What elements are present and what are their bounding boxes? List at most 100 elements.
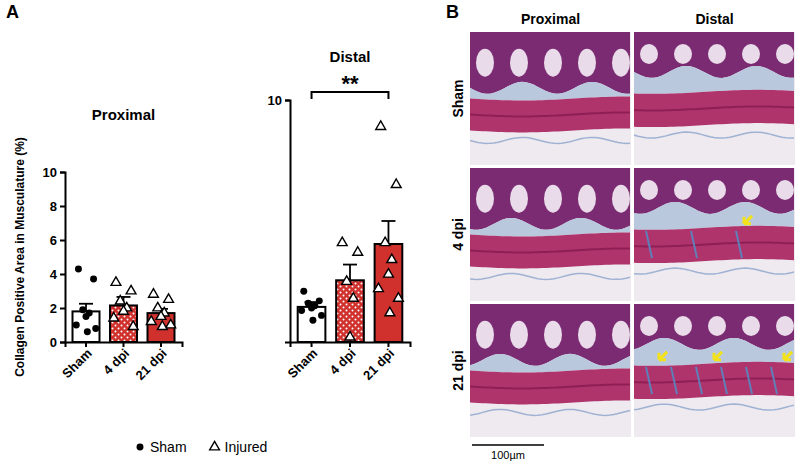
tick-label: 21 dpi [360, 346, 397, 383]
crypt [776, 44, 794, 64]
chart-title: Proximal [92, 106, 155, 123]
serosa [634, 404, 794, 410]
legend-label: Injured [225, 439, 268, 455]
tick: 10 [43, 165, 65, 180]
data-point [318, 312, 325, 319]
collagen [746, 367, 752, 394]
data-point [298, 307, 305, 314]
scale-bar [472, 444, 544, 446]
crypt [742, 180, 760, 200]
arrow [744, 216, 752, 224]
arrow [784, 352, 792, 360]
collagen [696, 367, 702, 394]
tick: 4 [50, 267, 65, 282]
serosa [470, 137, 630, 143]
row-label: 21 dpi [450, 350, 466, 390]
data-point [73, 322, 80, 329]
panel-label: A [6, 2, 19, 22]
bar [336, 280, 364, 342]
tick-label: 4 [50, 267, 58, 282]
data-point [79, 306, 86, 313]
tick-label: Sham [59, 346, 95, 382]
data-point [374, 283, 384, 292]
connective-tissue [634, 338, 794, 366]
chart-title: Distal [330, 48, 371, 65]
crypt [578, 49, 596, 77]
tick-label: 4 dpi [100, 346, 132, 378]
crypt [776, 180, 794, 200]
tick-mark [285, 100, 290, 102]
data-point [157, 321, 167, 330]
image-background [470, 32, 631, 165]
image-background [634, 168, 795, 301]
serosa [634, 132, 794, 138]
arrow [714, 352, 722, 360]
data-point [128, 321, 138, 330]
data-point [376, 121, 386, 130]
crypt [612, 321, 630, 349]
tick: 2 [50, 301, 65, 316]
significance-label: ** [341, 71, 359, 96]
bar [73, 311, 100, 342]
micrograph [634, 32, 795, 165]
tick: 21 dpi [133, 342, 170, 383]
crypt [640, 180, 658, 200]
tick-mark [387, 342, 389, 347]
tick-mark [60, 342, 65, 344]
legend-symbol [210, 441, 220, 450]
muscle-fiber [634, 106, 794, 110]
tick-label: 21 dpi [133, 346, 170, 383]
collagen [646, 231, 652, 258]
data-point [164, 294, 174, 303]
crypt [476, 49, 494, 77]
data-point [92, 325, 99, 332]
data-point [380, 237, 390, 246]
serosa [470, 273, 630, 279]
tick: 8 [50, 199, 65, 214]
data-point [348, 293, 358, 302]
muscle-layer [470, 97, 630, 133]
collagen [771, 367, 777, 394]
tick-mark [311, 342, 313, 347]
bar [298, 307, 326, 342]
data-point [309, 317, 316, 324]
tick-mark [349, 342, 351, 347]
crypt [640, 44, 658, 64]
data-point [387, 254, 397, 263]
error-cap [343, 264, 357, 266]
muscle-layer [634, 362, 794, 399]
crypt [708, 316, 726, 336]
micrograph [470, 304, 631, 437]
crypt [510, 49, 528, 77]
panel-label: B [446, 2, 459, 22]
axis-line [285, 101, 291, 343]
crypt [544, 49, 562, 77]
connective-tissue [634, 66, 794, 94]
image-background [470, 168, 631, 301]
tick-mark [160, 342, 162, 347]
data-point [111, 277, 121, 286]
muscle-fiber [470, 384, 630, 388]
collagen [691, 231, 697, 258]
collagen [671, 367, 677, 394]
data-point [384, 269, 394, 278]
crypt [612, 49, 630, 77]
column-label: Distal [695, 11, 733, 27]
x-axis: Sham4 dpi21 dpi [59, 342, 182, 383]
crypt [640, 316, 658, 336]
data-point [353, 247, 363, 256]
data-point [90, 276, 97, 283]
error-cap [79, 303, 93, 305]
tick-label: 10 [43, 165, 57, 180]
data-point [119, 306, 129, 315]
tick-mark [60, 172, 65, 174]
axis-line [60, 173, 66, 343]
crypt [578, 321, 596, 349]
crypt [742, 316, 760, 336]
image-background [634, 304, 795, 437]
muscle-fiber [470, 248, 630, 252]
tick-mark [123, 342, 125, 347]
crypt [544, 185, 562, 213]
tick-label: 6 [50, 233, 57, 248]
crypt [742, 44, 760, 64]
